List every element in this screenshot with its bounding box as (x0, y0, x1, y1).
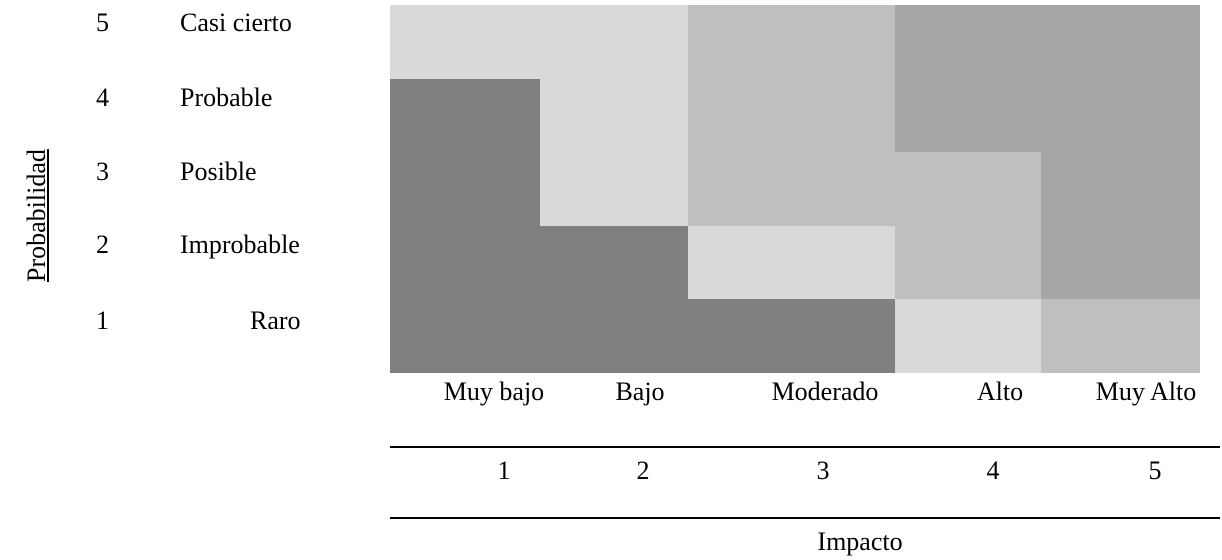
matrix-cell-p1-i1 (390, 299, 540, 373)
y-axis-title: Probabilidad (10, 0, 70, 300)
risk-matrix-grid (390, 5, 1200, 373)
matrix-cell-p5-i3 (688, 5, 895, 79)
matrix-cell-p4-i5 (1041, 79, 1200, 152)
y-axis-title-text: Probabilidad (22, 149, 52, 282)
matrix-cell-p2-i3 (688, 226, 895, 299)
impact-value-4: 4 (963, 456, 1023, 486)
impact-value-5: 5 (1125, 456, 1185, 486)
impact-label-3: Moderado (745, 377, 905, 407)
prob-value-1: 1 (96, 306, 120, 336)
matrix-cell-p3-i4 (895, 152, 1041, 226)
impact-label-1: Muy bajo (424, 377, 564, 407)
matrix-cell-p3-i2 (540, 152, 688, 226)
matrix-cell-p1-i5 (1041, 299, 1200, 373)
matrix-cell-p2-i1 (390, 226, 540, 299)
prob-label-3: Posible (180, 157, 340, 187)
prob-label-1: Raro (250, 306, 410, 336)
impact-lower-rule (390, 517, 1220, 519)
matrix-cell-p5-i4 (895, 5, 1041, 79)
matrix-cell-p2-i2 (540, 226, 688, 299)
prob-value-4: 4 (96, 83, 120, 113)
matrix-cell-p3-i3 (688, 152, 895, 226)
prob-value-2: 2 (96, 230, 120, 260)
matrix-cell-p3-i1 (390, 152, 540, 226)
prob-value-3: 3 (96, 157, 120, 187)
matrix-cell-p1-i4 (895, 299, 1041, 373)
matrix-cell-p5-i2 (540, 5, 688, 79)
matrix-cell-p4-i1 (390, 79, 540, 152)
matrix-cell-p3-i5 (1041, 152, 1200, 226)
matrix-cell-p4-i2 (540, 79, 688, 152)
prob-value-5: 5 (96, 8, 120, 38)
prob-label-4: Probable (180, 83, 340, 113)
matrix-cell-p5-i1 (390, 5, 540, 79)
prob-label-2: Improbable (180, 230, 340, 260)
impact-label-4: Alto (940, 377, 1060, 407)
matrix-cell-p4-i4 (895, 79, 1041, 152)
impact-label-5: Muy Alto (1076, 377, 1216, 407)
impact-value-2: 2 (613, 456, 673, 486)
matrix-cell-p1-i2 (540, 299, 688, 373)
impact-label-2: Bajo (580, 377, 700, 407)
prob-label-5: Casi cierto (180, 8, 340, 38)
impact-value-3: 3 (793, 456, 853, 486)
x-axis-title: Impacto (780, 527, 940, 557)
matrix-cell-p2-i5 (1041, 226, 1200, 299)
matrix-cell-p2-i4 (895, 226, 1041, 299)
matrix-cell-p4-i3 (688, 79, 895, 152)
matrix-cell-p5-i5 (1041, 5, 1200, 79)
impact-value-1: 1 (474, 456, 534, 486)
impact-upper-rule (390, 446, 1220, 448)
matrix-cell-p1-i3 (688, 299, 895, 373)
